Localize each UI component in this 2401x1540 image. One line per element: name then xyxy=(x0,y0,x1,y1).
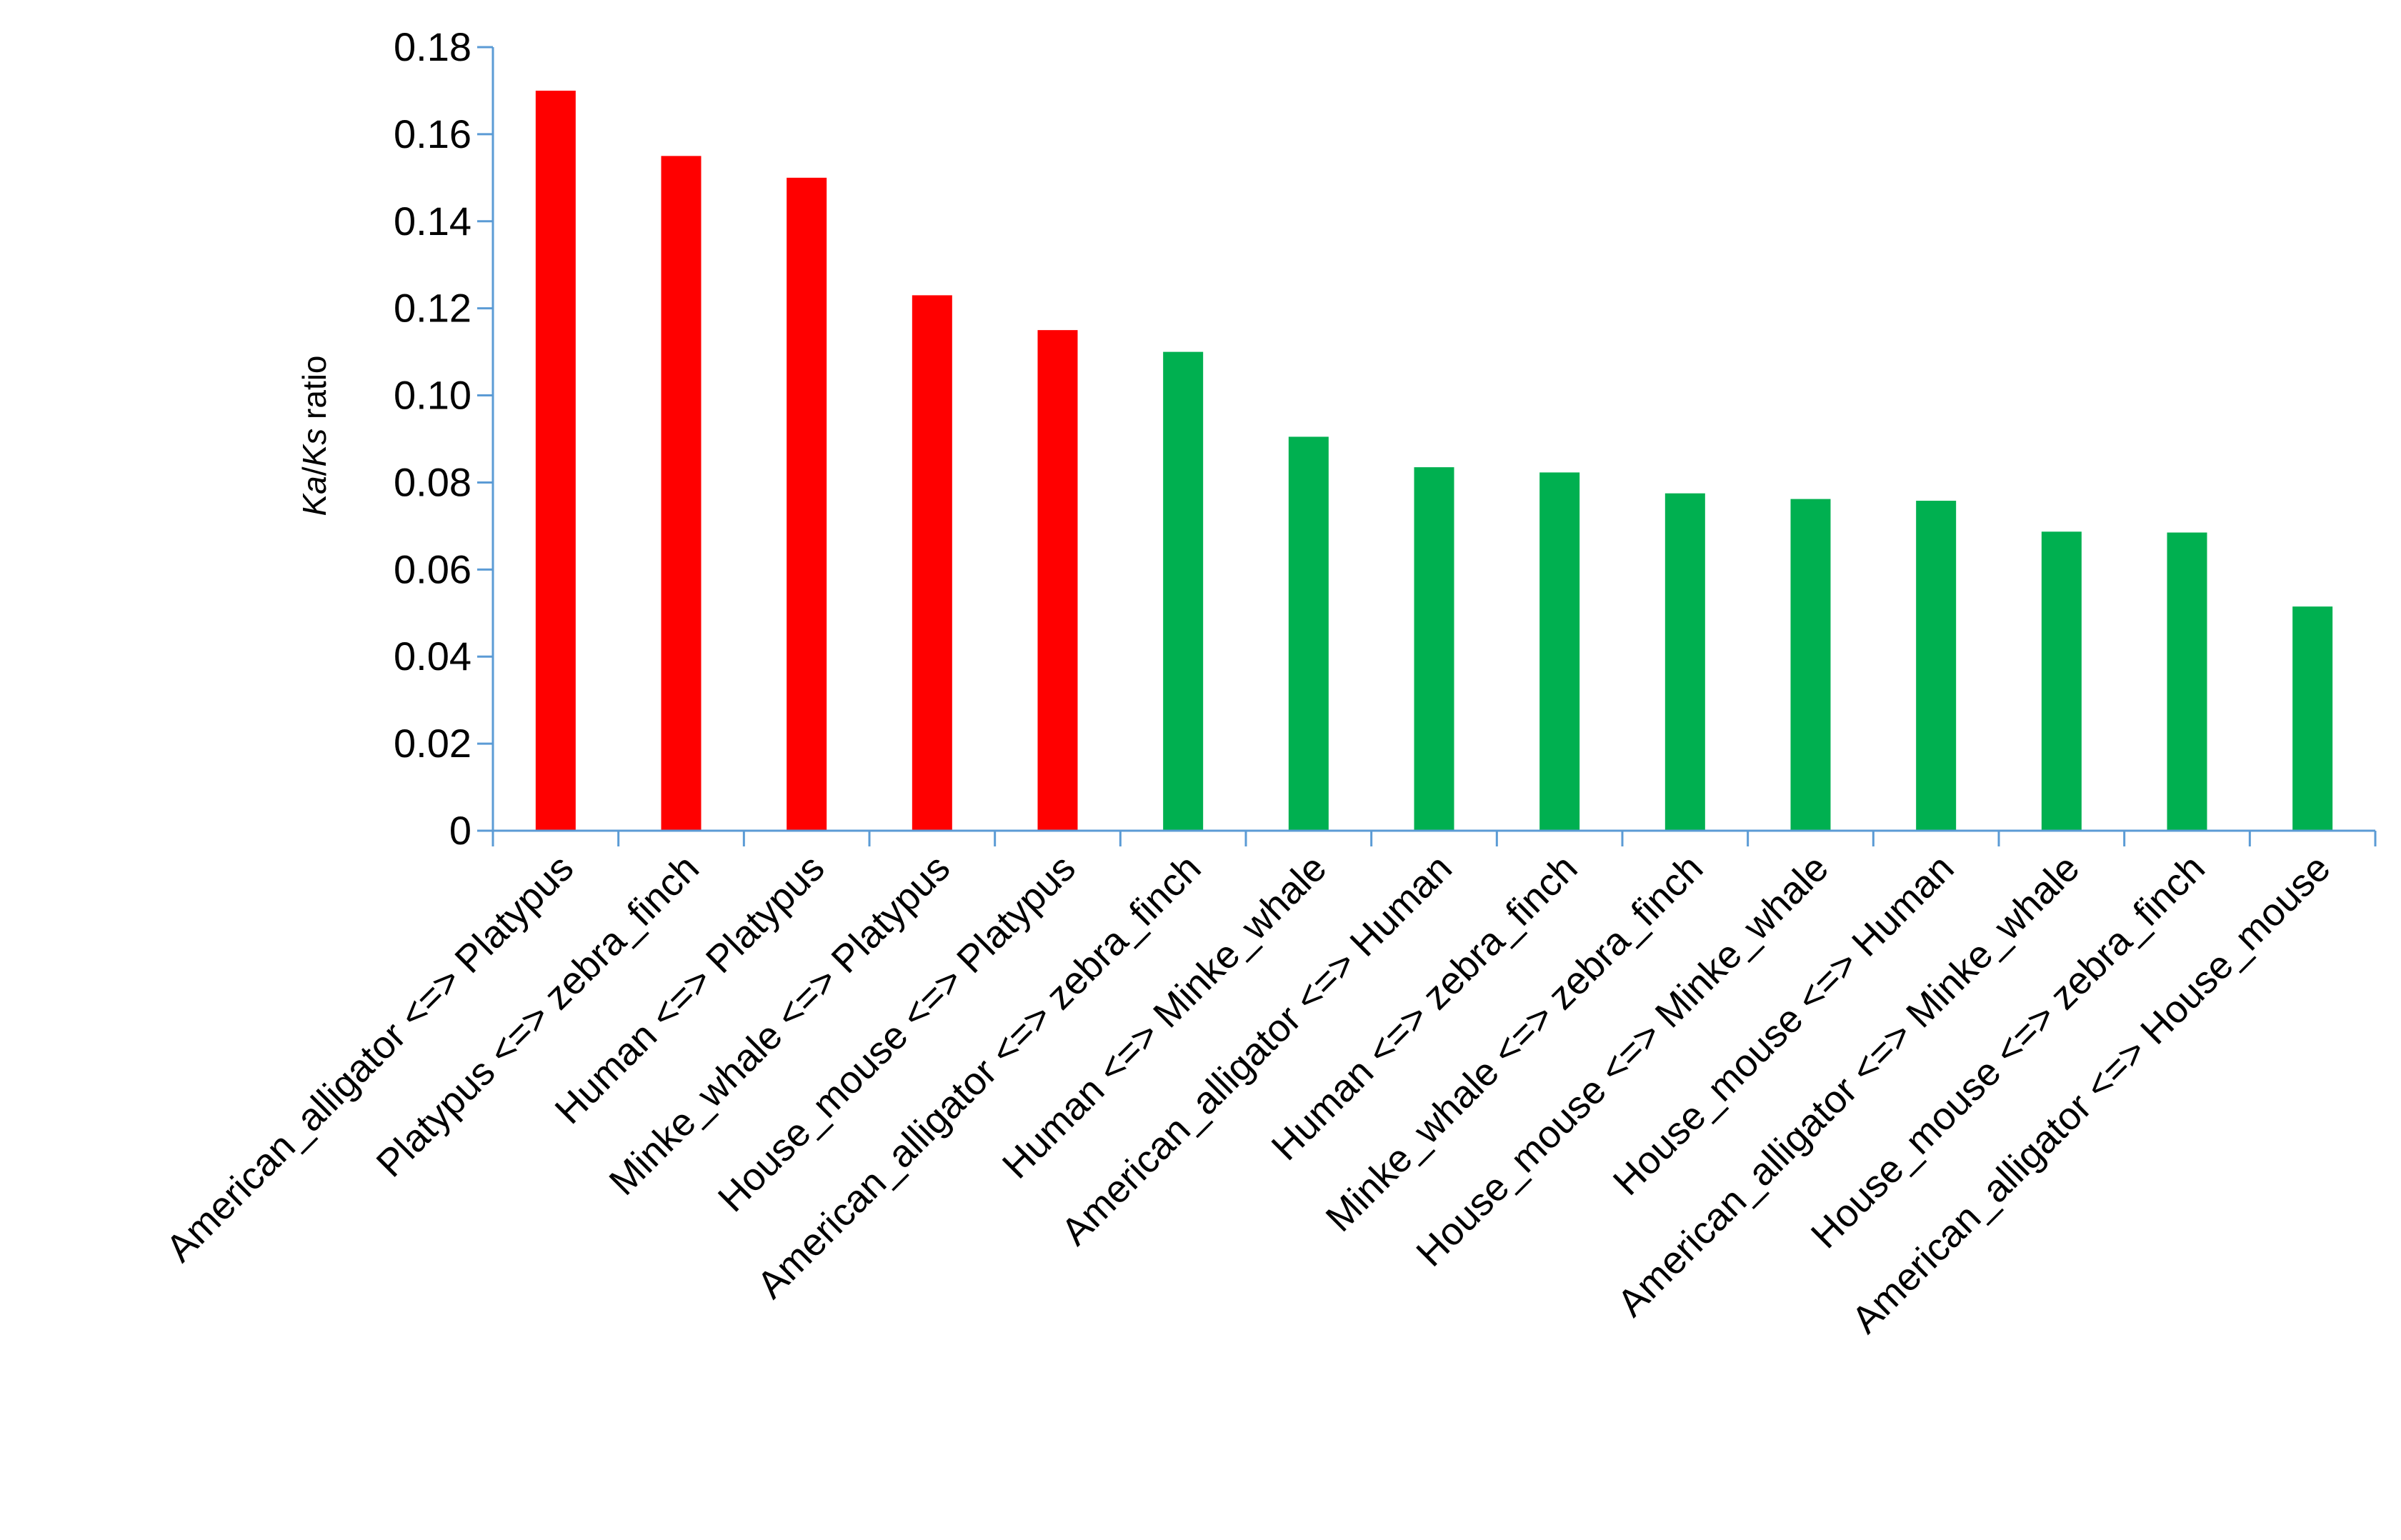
bar xyxy=(1288,436,1329,831)
bar xyxy=(1163,351,1204,831)
bar xyxy=(787,177,827,831)
y-axis-title-suffix: ratio xyxy=(296,356,333,429)
x-axis-labels: American_alligator <=> PlatypusPlatypus … xyxy=(158,846,2339,1341)
bar xyxy=(1539,472,1580,831)
y-axis-title-denominator: Ks xyxy=(296,429,333,467)
y-tick-label: 0.16 xyxy=(394,111,471,156)
y-tick-label: 0.04 xyxy=(394,634,471,679)
y-axis-title: Ka/Ks ratio xyxy=(296,356,333,516)
y-tick-label: 0.14 xyxy=(394,199,471,244)
bar xyxy=(1414,467,1454,831)
bar xyxy=(2292,606,2333,831)
axes xyxy=(491,47,2377,846)
y-axis-ticks: 0 0.02 0.04 0.06 0.08 0.10 0.12 0.14 0.16 0.18 xyxy=(394,24,493,853)
y-tick-label: 0.12 xyxy=(394,286,471,331)
bar xyxy=(912,295,952,831)
bar xyxy=(535,90,576,831)
y-axis-title-slash: / xyxy=(296,466,333,476)
bar xyxy=(1916,501,1957,831)
bar xyxy=(1790,499,1831,831)
y-tick-label: 0 xyxy=(449,808,471,853)
x-category-label: American_alligator <=> Minke_whale xyxy=(1609,846,2088,1325)
y-tick-label: 0.06 xyxy=(394,546,471,591)
y-tick-label: 0.18 xyxy=(394,24,471,69)
y-axis-title-numerator: Ka xyxy=(296,476,333,516)
y-tick-label: 0.02 xyxy=(394,721,471,766)
bars xyxy=(535,90,2333,831)
bar xyxy=(1664,493,1705,831)
bar xyxy=(2041,531,2082,831)
y-tick-label: 0.08 xyxy=(394,459,471,504)
bar xyxy=(1037,330,1078,831)
bar xyxy=(661,156,702,831)
x-category-label: American_alligator <=> zebra_finch xyxy=(749,846,1209,1306)
bar xyxy=(2167,532,2207,831)
y-axis-title-text: Ka/Ks ratio xyxy=(296,356,333,516)
y-tick-label: 0.10 xyxy=(394,373,471,418)
